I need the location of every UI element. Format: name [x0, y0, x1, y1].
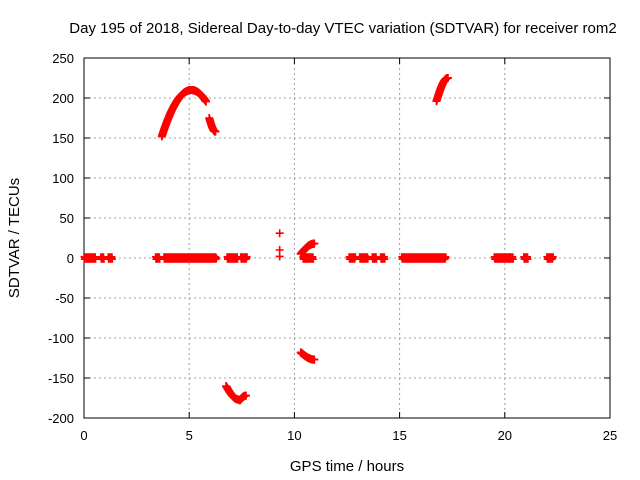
y-tick-label: 50: [60, 211, 74, 226]
x-tick-label: 25: [603, 428, 617, 443]
y-tick-label: 150: [52, 131, 74, 146]
y-tick-label: 0: [67, 251, 74, 266]
data-point: [310, 239, 319, 248]
data-point: [213, 254, 221, 262]
x-tick-label: 0: [80, 428, 87, 443]
y-tick-label: -50: [55, 291, 74, 306]
data-point: [275, 229, 284, 238]
chart-title: Day 195 of 2018, Sidereal Day-to-day VTE…: [69, 20, 616, 37]
data-point: [381, 255, 389, 263]
x-tick-label: 15: [392, 428, 406, 443]
y-axis-label: SDTVAR / TECUs: [6, 178, 23, 298]
data-point: [442, 253, 450, 261]
data-point: [243, 253, 251, 261]
y-tick-label: 250: [52, 51, 74, 66]
y-tick-label: -100: [48, 331, 74, 346]
data-point: [202, 97, 211, 106]
y-tick-label: 200: [52, 91, 74, 106]
data-markers: [80, 74, 557, 405]
data-point: [549, 253, 557, 261]
x-tick-label: 5: [186, 428, 193, 443]
y-tick-label: -150: [48, 371, 74, 386]
y-tick-label: 100: [52, 171, 74, 186]
plot-frame: [83, 57, 611, 419]
grid-lines: [84, 58, 610, 418]
data-point: [524, 255, 532, 263]
axis-ticks: -200 -150 -100 -50 0 50 100 150 200 250 0 5 10 15 20 25: [48, 51, 617, 443]
data-point: [242, 391, 251, 400]
data-point: [211, 127, 220, 136]
x-tick-label: 20: [498, 428, 512, 443]
x-axis-label: GPS time / hours: [290, 458, 404, 475]
data-point: [443, 74, 452, 82]
y-tick-label: -200: [48, 411, 74, 426]
x-tick-label: 10: [287, 428, 301, 443]
data-point: [509, 255, 517, 263]
data-point: [108, 255, 116, 263]
data-point: [309, 255, 317, 263]
data-point: [310, 355, 319, 364]
data-point: [275, 252, 284, 261]
